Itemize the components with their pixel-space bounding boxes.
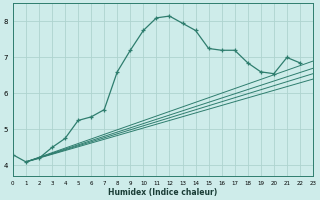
X-axis label: Humidex (Indice chaleur): Humidex (Indice chaleur) [108,188,218,197]
